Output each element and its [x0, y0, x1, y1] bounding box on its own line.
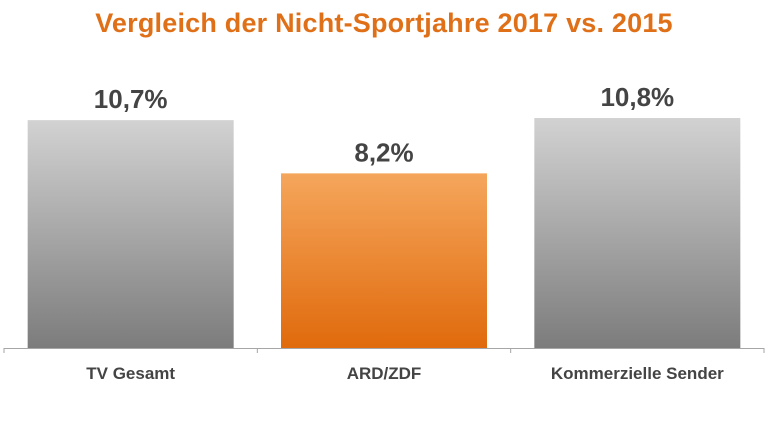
value-label-ard-zdf: 8,2% [354, 137, 413, 167]
bar-tv-gesamt [27, 120, 234, 348]
category-label-kommerzielle-sender: Kommerzielle Sender [551, 364, 724, 383]
bar-kommerzielle-sender [534, 118, 741, 348]
bar-ard-zdf [281, 173, 487, 348]
category-label-ard-zdf: ARD/ZDF [347, 364, 422, 383]
value-label-kommerzielle-sender: 10,8% [600, 82, 674, 112]
category-label-tv-gesamt: TV Gesamt [86, 364, 175, 383]
chart-title: Vergleich der Nicht-Sportjahre 2017 vs. … [95, 8, 673, 38]
value-label-tv-gesamt: 10,7% [94, 84, 168, 114]
